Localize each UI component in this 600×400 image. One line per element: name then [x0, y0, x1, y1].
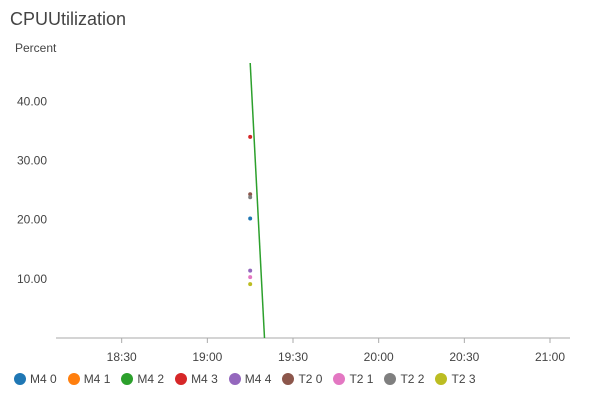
- legend-label: T2 2: [400, 372, 425, 386]
- x-tick-label: 20:30: [449, 350, 479, 364]
- legend-label: T2 1: [349, 372, 374, 386]
- legend-label: M4 1: [83, 372, 111, 386]
- legend-item[interactable]: T2 3: [435, 372, 476, 386]
- legend-swatch: [228, 373, 241, 385]
- legend-swatch: [121, 373, 134, 385]
- legend-swatch: [175, 373, 188, 385]
- legend-swatch: [67, 373, 80, 385]
- data-point-m4-0: [248, 216, 253, 221]
- chart-title: CPUUtilization: [10, 9, 127, 29]
- data-point-m4-3: [248, 134, 253, 139]
- legend-item[interactable]: M4 4: [228, 372, 272, 386]
- data-point-m4-4: [248, 268, 253, 273]
- data-point-t2-1: [248, 275, 253, 280]
- data-point-t2-0: [248, 192, 253, 197]
- legend-swatch: [333, 373, 346, 385]
- x-tick-label: 19:30: [278, 350, 308, 364]
- legend-item[interactable]: T2 0: [282, 372, 322, 386]
- legend-label: M4 0: [30, 372, 57, 386]
- legend-item[interactable]: M4 3: [175, 372, 218, 386]
- legend-swatch: [14, 373, 26, 385]
- legend-label: T2 0: [298, 372, 323, 386]
- y-axis-label: Percent: [15, 41, 57, 55]
- legend-swatch: [435, 373, 448, 385]
- legend-item[interactable]: M4 1: [67, 372, 111, 386]
- x-tick-label: 21:00: [535, 350, 565, 364]
- legend: M4 0 M4 1 M4 2 M4 3 M4 4 T2 0 T2 1 T2 2 T2 3: [14, 372, 487, 386]
- legend-label: M4 3: [191, 372, 218, 386]
- legend-item[interactable]: M4 2: [121, 372, 164, 386]
- data-point-t2-2: [248, 195, 253, 200]
- legend-label: T2 3: [451, 372, 476, 386]
- x-tick-label: 19:00: [192, 350, 222, 364]
- data-point-t2-3: [248, 282, 253, 287]
- y-tick-label: 10.00: [17, 272, 47, 286]
- y-tick-label: 30.00: [17, 154, 47, 168]
- y-tick-label: 20.00: [17, 213, 47, 227]
- legend-item[interactable]: T2 2: [384, 372, 424, 386]
- legend-swatch: [384, 373, 397, 385]
- legend-item[interactable]: M4 0: [14, 372, 57, 386]
- x-tick-label: 18:30: [107, 350, 137, 364]
- legend-item[interactable]: T2 1: [333, 372, 373, 386]
- y-tick-label: 40.00: [17, 94, 47, 108]
- legend-label: M4 4: [244, 372, 272, 386]
- legend-label: M4 2: [137, 372, 165, 386]
- x-tick-label: 20:00: [364, 350, 394, 364]
- series-line-m4-2: [249, 62, 266, 339]
- legend-swatch: [282, 373, 295, 385]
